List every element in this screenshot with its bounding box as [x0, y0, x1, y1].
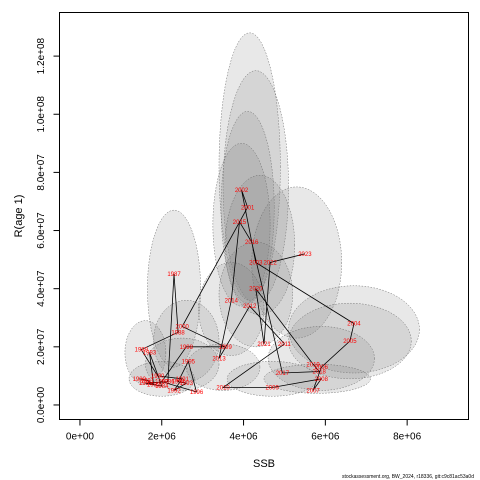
year-label-2000: 2000	[176, 324, 190, 330]
confidence-ellipse-12	[153, 300, 220, 382]
year-label-1996: 1996	[190, 390, 204, 396]
x-tick-label: 4e+06	[230, 432, 259, 443]
year-label-2020: 2020	[249, 287, 263, 293]
year-label-2008: 2008	[315, 377, 329, 383]
year-label-2002: 2002	[235, 188, 249, 194]
year-label-1987: 1987	[167, 272, 181, 278]
year-label-1995: 1995	[182, 359, 196, 365]
year-label-1997: 1997	[155, 380, 169, 386]
year-label-2011: 2011	[278, 342, 292, 348]
year-label-1983: 1983	[143, 351, 157, 357]
y-axis-label: R(age 1)	[13, 195, 25, 238]
year-label-1992: 1992	[167, 388, 181, 394]
x-tick-label: 0e+00	[66, 432, 95, 443]
year-label-2015: 2015	[233, 220, 247, 226]
year-label-2022: 2022	[263, 261, 277, 267]
confidence-ellipse-6	[147, 209, 201, 368]
year-label-1981: 1981	[141, 378, 155, 384]
year-label-2013: 2013	[212, 356, 226, 362]
confidence-ellipse-5	[251, 186, 342, 339]
year-label-2018: 2018	[313, 370, 327, 376]
year-label-1999: 1999	[218, 345, 232, 351]
trajectory-path	[139, 189, 355, 393]
y-tick-label: 6.0e+07	[36, 212, 47, 249]
y-tick-label: 4.0e+07	[36, 270, 47, 307]
confidence-ellipse-1	[222, 70, 289, 304]
year-label-1988: 1988	[171, 330, 185, 336]
confidence-ellipse-14	[145, 337, 220, 391]
confidence-ellipses	[124, 32, 420, 397]
year-label-2010: 2010	[216, 386, 230, 392]
year-label-2012: 2012	[243, 304, 257, 310]
year-label-2005: 2005	[343, 339, 357, 345]
year-label-2023: 2023	[298, 252, 312, 258]
y-tick-label: 1.2e+08	[36, 37, 47, 74]
year-label-1986: 1986	[161, 380, 175, 386]
year-label-2003: 2003	[249, 261, 263, 267]
year-label-2009: 2009	[266, 386, 280, 392]
x-axis: 0e+00 2e+06 4e+06 6e+06 8e+06	[66, 419, 422, 443]
year-label-1998: 1998	[180, 345, 194, 351]
year-label-1989: 1989	[135, 348, 149, 354]
confidence-ellipse-16	[128, 361, 195, 397]
y-axis: 0.0e+00 2.0e+07 4.0e+07 6.0e+07 8.0e+07 1.0e+…	[36, 37, 60, 423]
y-tick-label: 1.0e+08	[36, 96, 47, 133]
y-tick-label: 0.0e+00	[36, 386, 47, 423]
year-label-1994: 1994	[171, 380, 185, 386]
confidence-ellipse-11	[198, 262, 265, 356]
footer-credit: stockassessment.org, BW_2024, r18336, gi…	[342, 474, 474, 480]
year-label-2001: 2001	[241, 205, 255, 211]
y-tick-label: 8.0e+07	[36, 154, 47, 191]
x-tick-label: 2e+06	[148, 432, 177, 443]
x-tick-label: 8e+06	[393, 432, 422, 443]
year-label-1985: 1985	[139, 381, 153, 387]
year-label-1993: 1993	[180, 381, 194, 387]
trajectory-line	[139, 189, 355, 393]
year-label-1980: 1980	[133, 377, 147, 383]
year-label-2016: 2016	[245, 240, 259, 246]
year-label-1990: 1990	[151, 374, 165, 380]
year-label-2007: 2007	[306, 388, 320, 394]
year-label-1984: 1984	[155, 384, 169, 390]
confidence-ellipse-15	[186, 343, 261, 391]
year-label-2006: 2006	[315, 365, 329, 371]
x-tick-label: 6e+06	[311, 432, 340, 443]
year-label-1982: 1982	[147, 383, 161, 389]
year-label-2021: 2021	[257, 342, 271, 348]
y-tick-label: 2.0e+07	[36, 328, 47, 365]
x-axis-label: SSB	[253, 458, 275, 470]
year-label-2017: 2017	[276, 371, 290, 377]
confidence-ellipse-0	[218, 32, 281, 301]
year-label-2014: 2014	[225, 298, 239, 304]
confidence-ellipse-10	[218, 241, 293, 348]
year-label-2019: 2019	[306, 362, 320, 368]
year-label-1991: 1991	[176, 377, 190, 383]
year-label-2004: 2004	[347, 322, 361, 328]
